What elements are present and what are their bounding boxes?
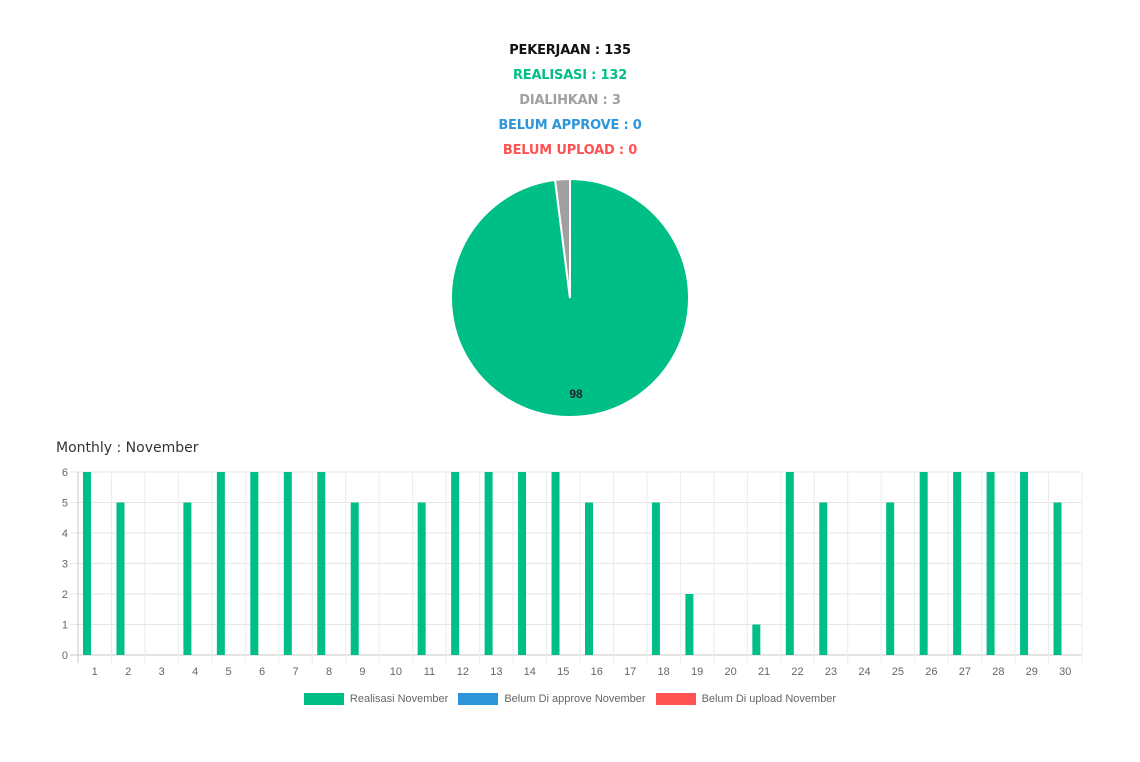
y-tick-label: 6 [62,467,68,479]
bar-realisasi-november[interactable] [451,472,460,655]
bar-realisasi-november[interactable] [518,472,527,655]
belum-approve-total: BELUM APPROVE : 0 [498,118,642,133]
bar-realisasi-november[interactable] [651,502,660,656]
legend-item[interactable]: Belum Di approve November [458,693,646,705]
bar-realisasi-november[interactable] [116,502,125,656]
legend-item[interactable]: Belum Di upload November [655,693,837,705]
x-tick-label: 29 [1026,666,1038,678]
y-tick-label: 2 [62,589,68,601]
y-tick-label: 4 [62,528,68,540]
pie-slice-label: 98 [569,387,583,401]
x-tick-label: 13 [490,666,502,678]
x-tick-label: 30 [1059,666,1071,678]
x-tick-label: 23 [825,666,837,678]
bar-realisasi-november[interactable] [819,502,828,656]
x-tick-label: 26 [925,666,937,678]
x-tick-label: 18 [658,666,670,678]
legend-label: Belum Di upload November [701,693,837,705]
x-tick-label: 16 [591,666,603,678]
chart-legend: Realisasi November Belum Di approve Novem… [0,693,1140,705]
legend-item[interactable]: Realisasi November [303,693,449,705]
x-tick-label: 9 [359,666,365,678]
legend-swatch [655,693,696,705]
bar-realisasi-november[interactable] [886,502,895,656]
monthly-chart-title: Monthly : November [56,440,199,456]
bar-realisasi-november[interactable] [551,472,560,655]
dialihkan-total: DIALIHKAN : 3 [519,93,621,108]
legend-label: Realisasi November [349,693,449,705]
bar-realisasi-november[interactable] [283,472,292,655]
pie-slice-dialihkan [553,177,571,299]
bar-realisasi-november[interactable] [83,472,91,655]
x-tick-label: 1 [92,666,98,678]
x-tick-label: 10 [390,666,402,678]
bar-realisasi-november[interactable] [350,502,359,656]
x-tick-label: 22 [791,666,803,678]
x-tick-label: 12 [457,666,469,678]
x-tick-label: 2 [125,666,131,678]
realisasi-total: REALISASI : 132 [512,68,628,83]
x-tick-label: 5 [226,666,232,678]
summary-panel: PEKERJAAN : 135 REALISASI : 132 DIALIHKA… [0,41,1140,166]
y-tick-label: 3 [62,559,68,571]
pekerjaan-total: PEKERJAAN : 135 [509,43,631,58]
legend-swatch [458,693,499,705]
y-tick-label: 0 [62,650,68,662]
bar-realisasi-november[interactable] [317,472,326,655]
x-tick-label: 17 [624,666,636,678]
x-tick-label: 28 [992,666,1004,678]
x-tick-label: 14 [524,666,536,678]
x-tick-label: 15 [557,666,569,678]
bar-realisasi-november[interactable] [1020,472,1029,655]
x-tick-label: 27 [959,666,971,678]
x-tick-label: 21 [758,666,770,678]
bar-realisasi-november[interactable] [785,472,794,655]
bar-realisasi-november[interactable] [183,502,192,656]
bar-realisasi-november[interactable] [986,472,995,655]
x-tick-label: 3 [159,666,165,678]
bar-realisasi-november[interactable] [1053,502,1062,656]
belum-upload-total: BELUM UPLOAD : 0 [502,143,638,158]
y-tick-label: 1 [62,620,68,632]
x-tick-label: 11 [424,666,435,678]
y-tick-label: 5 [62,498,68,510]
legend-swatch [303,693,344,705]
bar-realisasi-november[interactable] [216,472,225,655]
bar-realisasi-november[interactable] [250,472,259,655]
x-tick-label: 6 [259,666,265,678]
x-tick-label: 20 [724,666,736,678]
x-tick-label: 7 [292,666,298,678]
x-tick-label: 25 [892,666,904,678]
bar-realisasi-november[interactable] [953,472,962,655]
x-tick-label: 8 [326,666,332,678]
bar-realisasi-november[interactable] [484,472,493,655]
bar-realisasi-november[interactable] [752,624,761,656]
legend-label: Belum Di approve November [504,693,646,705]
x-tick-label: 24 [858,666,870,678]
x-tick-label: 19 [691,666,703,678]
x-tick-label: 4 [192,666,198,678]
bar-realisasi-november[interactable] [685,594,694,655]
bar-realisasi-november[interactable] [585,502,593,656]
bar-realisasi-november[interactable] [417,502,426,656]
pie-chart: 98 [450,177,690,418]
bar-realisasi-november[interactable] [919,472,928,655]
